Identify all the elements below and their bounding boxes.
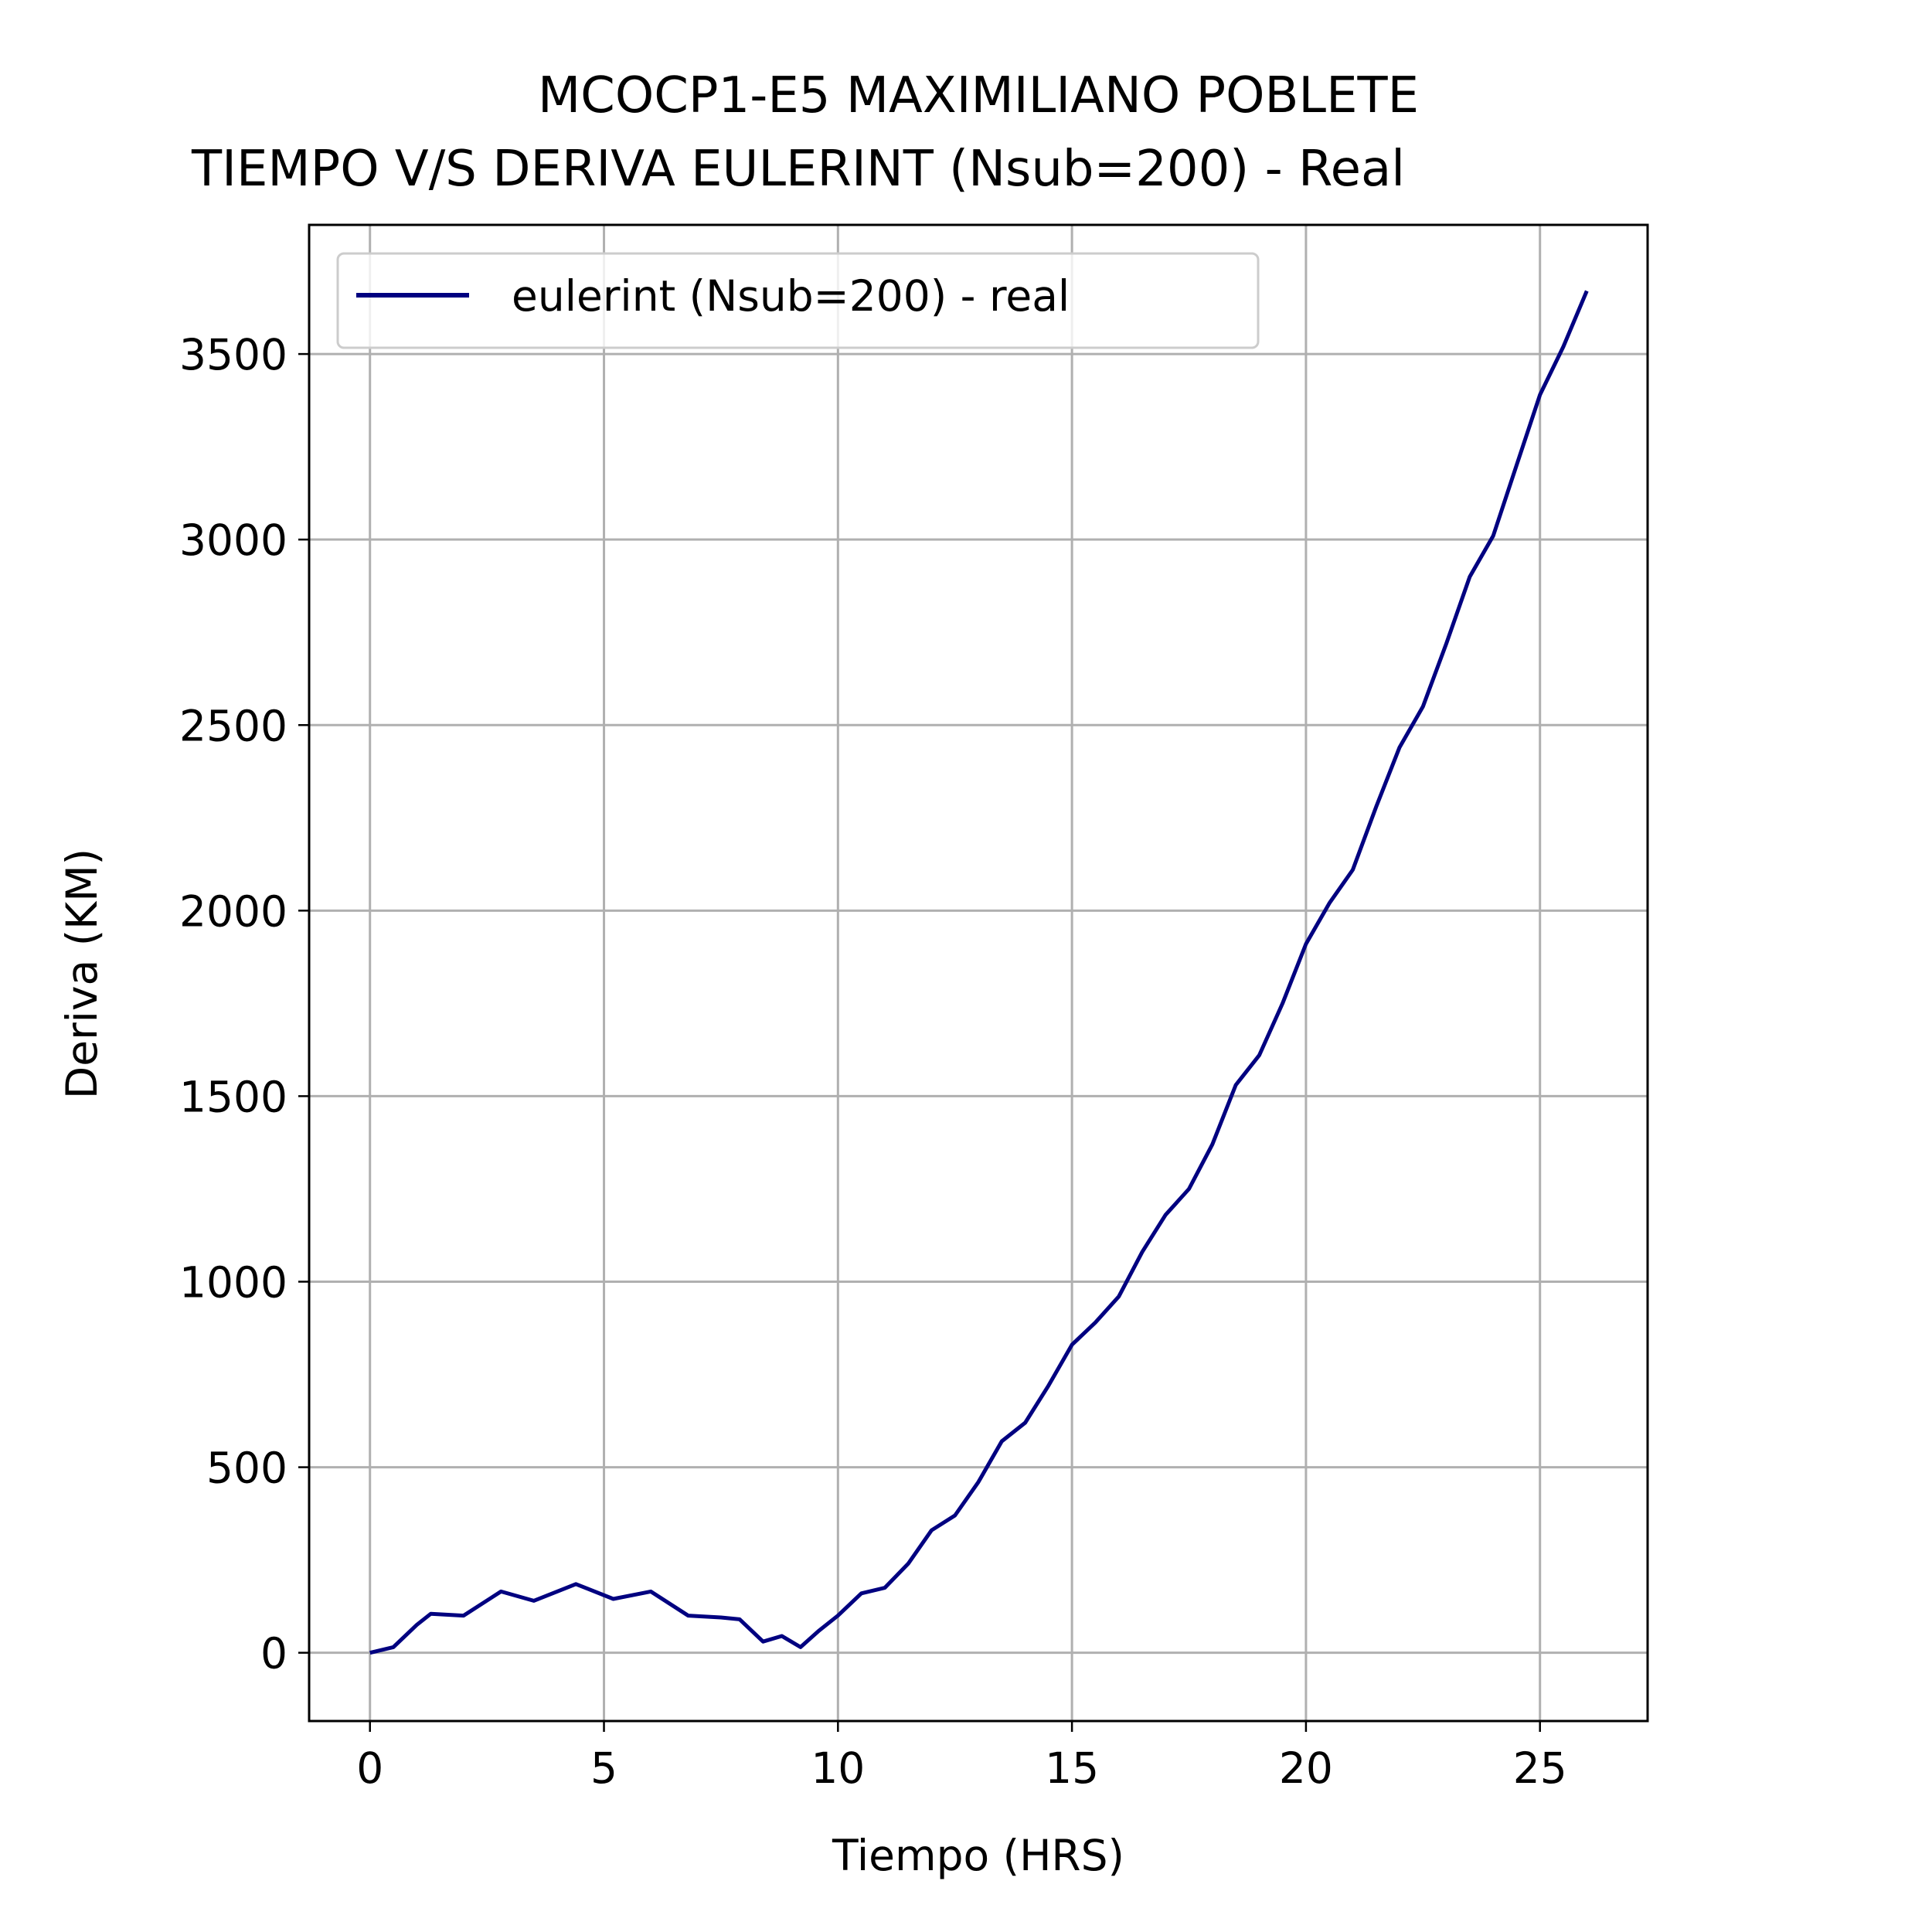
x-tick-label: 10 xyxy=(811,1743,865,1793)
y-tick-label: 2000 xyxy=(179,886,287,936)
axes-frame xyxy=(308,223,1649,1723)
x-tick-label: 5 xyxy=(590,1743,617,1793)
data-line xyxy=(369,290,1589,1655)
y-tick-label: 1500 xyxy=(179,1072,287,1121)
y-tick-label: 3000 xyxy=(179,515,287,565)
x-tick-label: 25 xyxy=(1513,1743,1567,1793)
y-axis-label: Deriva (KM) xyxy=(57,849,107,1099)
x-tick-label: 20 xyxy=(1279,1743,1333,1793)
y-tick-label: 2500 xyxy=(179,701,287,750)
x-axis-label: Tiempo (HRS) xyxy=(832,1831,1124,1880)
chart-title: MCOCP1-E5 MAXIMILIANO POBLETE xyxy=(538,67,1419,124)
chart-subtitle: TIEMPO V/S DERIVA EULERINT (Nsub=200) - … xyxy=(191,141,1405,198)
y-tick-label: 3500 xyxy=(179,330,287,379)
x-tick-label: 0 xyxy=(356,1743,383,1793)
legend-box xyxy=(336,252,1260,349)
y-tick-label: 0 xyxy=(260,1629,287,1679)
x-tick-label: 15 xyxy=(1045,1743,1099,1793)
y-tick-label: 1000 xyxy=(179,1257,287,1307)
legend-label: eulerint (Nsub=200) - real xyxy=(512,271,1070,321)
y-tick-label: 500 xyxy=(206,1444,287,1493)
